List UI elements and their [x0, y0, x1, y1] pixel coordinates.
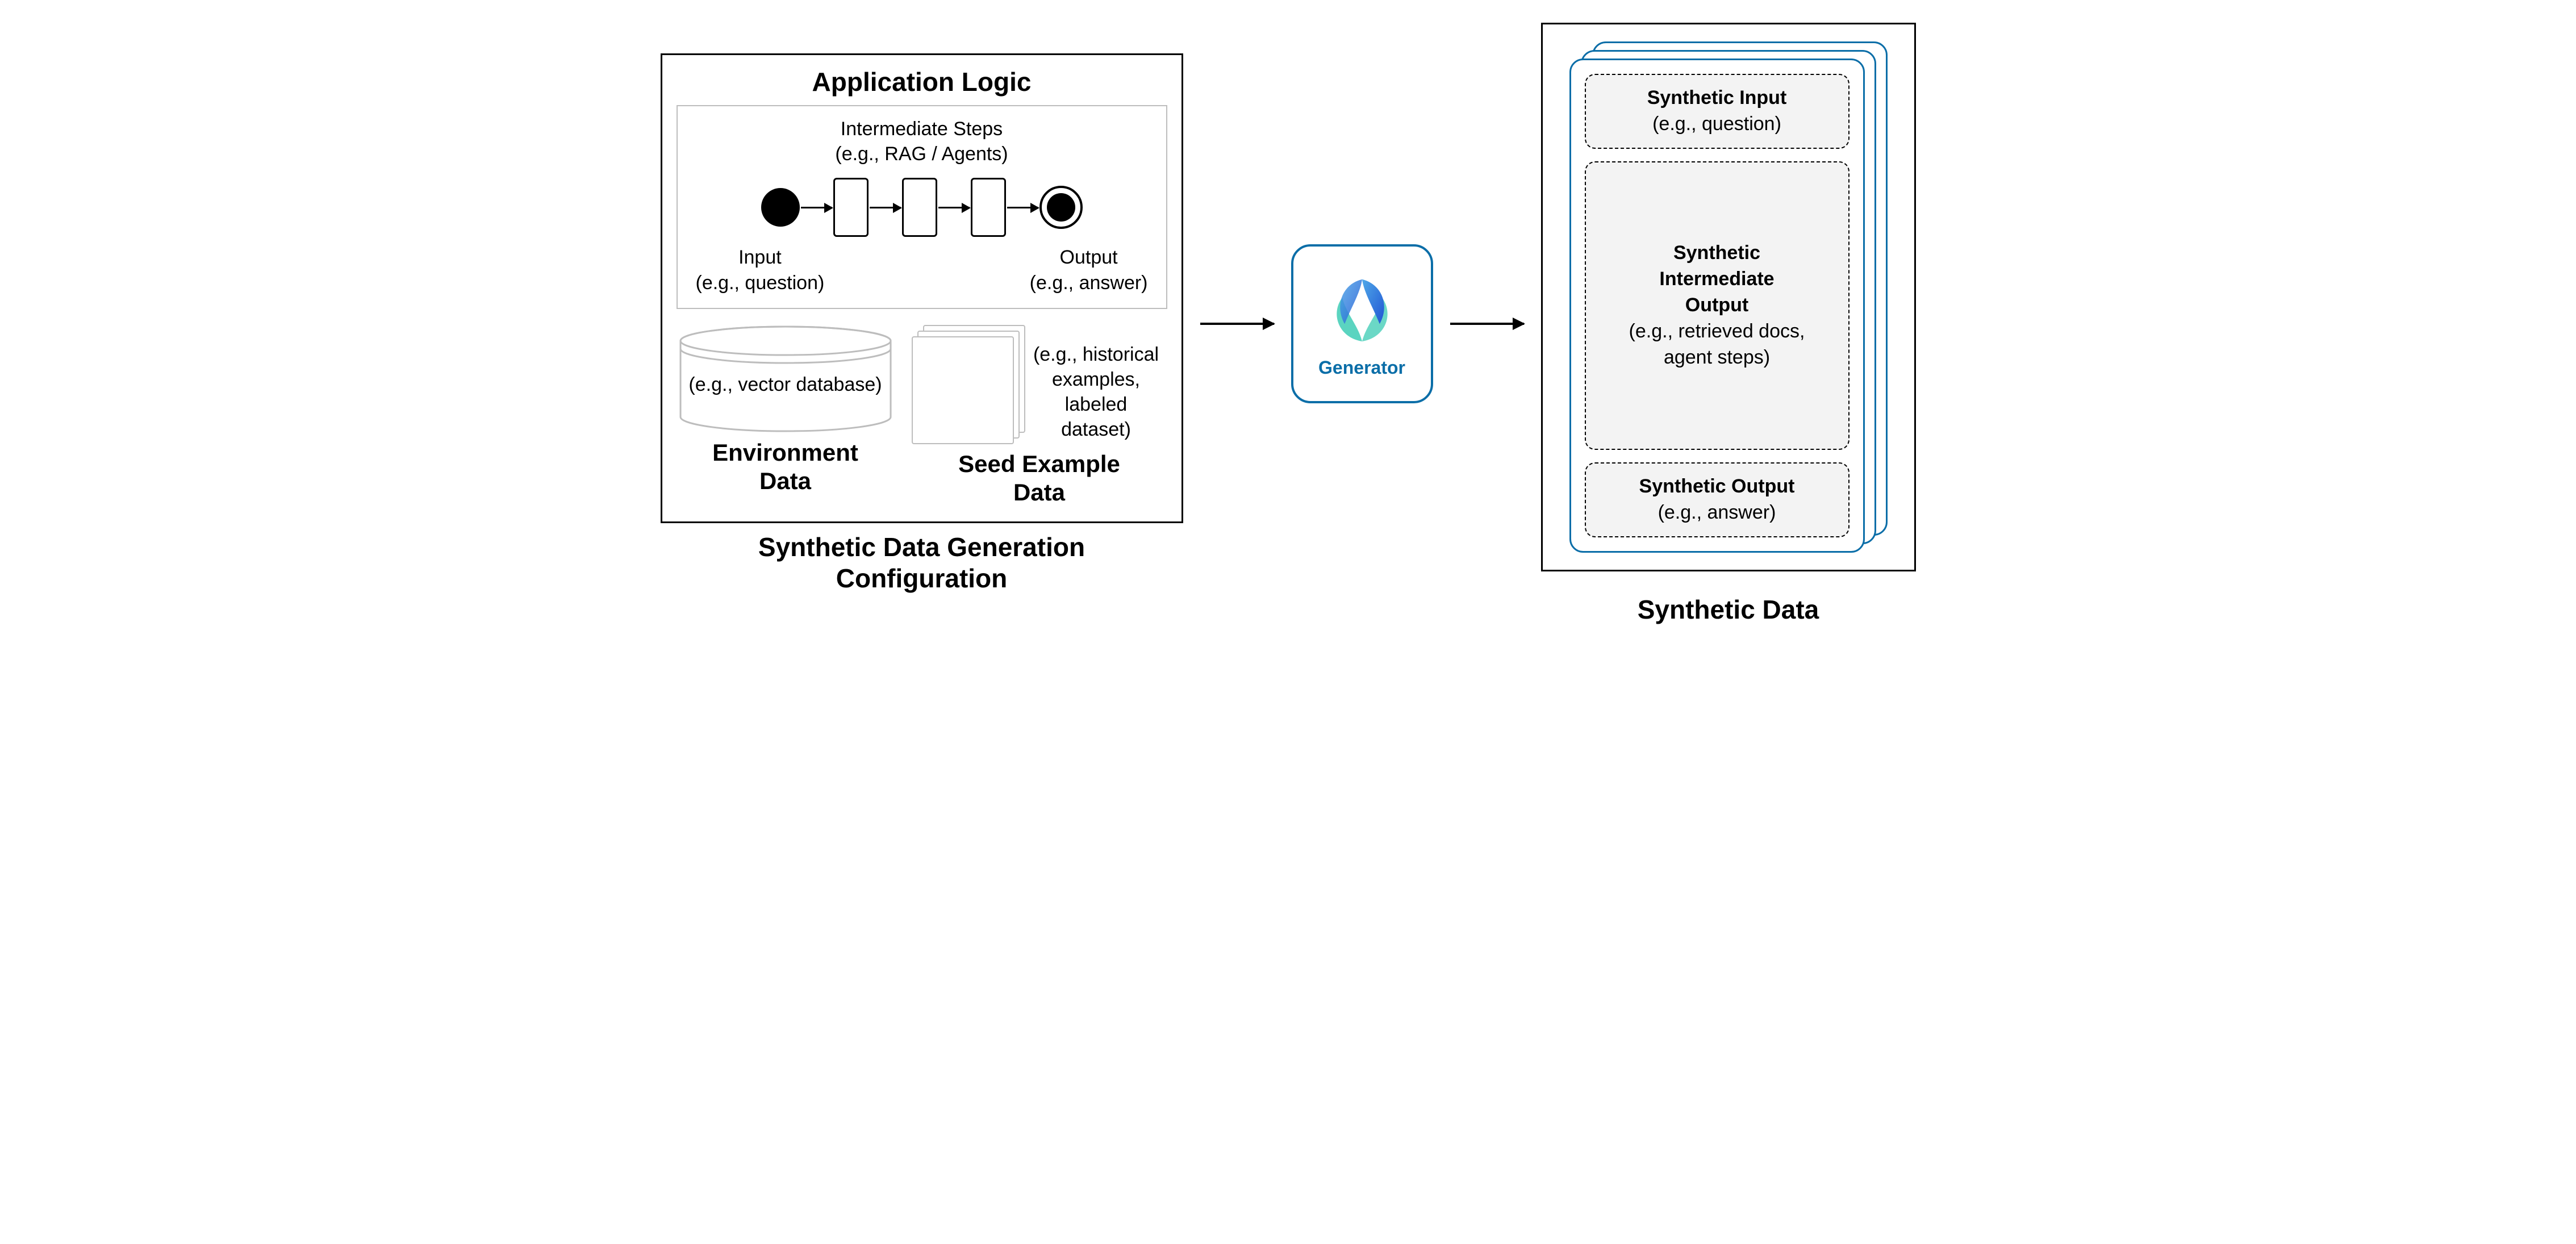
input-label: Input (e.g., question) — [696, 245, 825, 295]
synthetic-data-panel: Synthetic Input (e.g., question) Synthet… — [1541, 23, 1916, 571]
synthetic-output-box: Synthetic Output (e.g., answer) — [1585, 462, 1849, 537]
environment-data-title: Environment Data — [677, 439, 895, 496]
step-box — [971, 178, 1006, 237]
seed-l1: (e.g., historical — [1033, 344, 1159, 365]
config-panel: Application Logic Intermediate Steps (e.… — [661, 53, 1183, 523]
synth-input-title: Synthetic Input — [1596, 85, 1838, 111]
arrow-icon — [1450, 323, 1524, 325]
intermediate-steps-label: Intermediate Steps (e.g., RAG / Agents) — [690, 116, 1154, 166]
document-stack-icon — [912, 325, 1025, 444]
config-caption: Synthetic Data Generation Configuration — [661, 532, 1183, 594]
seed-example-title: Seed Example Data — [912, 450, 1167, 507]
generator-label: Generator — [1318, 357, 1405, 378]
mid-t2: Intermediate — [1659, 268, 1774, 290]
synthetic-card-stack: Synthetic Input (e.g., question) Synthet… — [1569, 41, 1888, 553]
mid-t3: Output — [1685, 294, 1748, 316]
config-caption-l1: Synthetic Data Generation — [758, 532, 1085, 562]
bottom-row: (e.g., vector database) Environment Data — [677, 325, 1167, 507]
intermediate-line2: (e.g., RAG / Agents) — [835, 143, 1008, 165]
synth-column: Synthetic Input (e.g., question) Synthet… — [1541, 23, 1916, 625]
end-node-inner — [1047, 193, 1075, 222]
config-caption-l2: Configuration — [836, 563, 1008, 593]
synthetic-data-caption: Synthetic Data — [1541, 594, 1916, 625]
pipeline-flow — [690, 178, 1154, 237]
mid-s2: agent steps) — [1664, 347, 1770, 368]
config-column: Application Logic Intermediate Steps (e.… — [661, 53, 1183, 594]
arrow-icon — [801, 207, 832, 208]
synthetic-input-box: Synthetic Input (e.g., question) — [1585, 74, 1849, 149]
mid-t1: Synthetic — [1673, 242, 1760, 264]
step-box — [902, 178, 937, 237]
seed-title-l1: Seed Example — [958, 450, 1120, 477]
app-logic-title: Application Logic — [677, 66, 1167, 97]
seed-title-l2: Data — [1013, 479, 1065, 506]
synthetic-data-diagram: Application Logic Intermediate Steps (e.… — [23, 23, 2553, 625]
input-label-text: Input — [738, 247, 782, 268]
output-label-text: Output — [1060, 247, 1118, 268]
synth-card-front: Synthetic Input (e.g., question) Synthet… — [1569, 59, 1865, 553]
start-node-icon — [761, 188, 800, 227]
input-sub-text: (e.g., question) — [696, 272, 825, 294]
seed-example-block: (e.g., historical examples, labeled data… — [912, 325, 1167, 507]
synth-out-sub: (e.g., answer) — [1596, 500, 1838, 526]
intermediate-line1: Intermediate Steps — [841, 118, 1003, 140]
seed-l2: examples, labeled — [1052, 369, 1140, 415]
seed-l3: dataset) — [1061, 419, 1131, 440]
seed-card — [912, 336, 1014, 444]
output-sub-text: (e.g., answer) — [1030, 272, 1148, 294]
arrow-icon — [1200, 323, 1274, 325]
environment-data-block: (e.g., vector database) Environment Data — [677, 325, 895, 496]
arrow-icon — [938, 207, 970, 208]
database-icon: (e.g., vector database) — [678, 325, 894, 433]
step-box — [833, 178, 869, 237]
generator-node: Generator — [1291, 244, 1433, 403]
arrow-icon — [1007, 207, 1038, 208]
seed-beside-text: (e.g., historical examples, labeled data… — [1025, 325, 1167, 443]
mid-s1: (e.g., retrieved docs, — [1629, 320, 1805, 342]
env-inside-text: (e.g., vector database) — [678, 374, 894, 396]
arrow-icon — [870, 207, 901, 208]
flow-labels: Input (e.g., question) Output (e.g., ans… — [690, 245, 1154, 295]
synth-out-title: Synthetic Output — [1596, 474, 1838, 500]
env-title-l2: Data — [759, 467, 811, 494]
env-title-l1: Environment — [712, 439, 858, 466]
synthetic-intermediate-box: Synthetic Intermediate Output (e.g., ret… — [1585, 161, 1849, 450]
synth-mid-title: Synthetic Intermediate Output — [1596, 240, 1838, 319]
synth-mid-sub: (e.g., retrieved docs, agent steps) — [1596, 319, 1838, 371]
generator-logo-icon — [1322, 270, 1402, 349]
output-label: Output (e.g., answer) — [1030, 245, 1148, 295]
synth-input-sub: (e.g., question) — [1596, 111, 1838, 137]
app-logic-box: Intermediate Steps (e.g., RAG / Agents) — [677, 105, 1167, 309]
end-node-icon — [1039, 186, 1083, 229]
